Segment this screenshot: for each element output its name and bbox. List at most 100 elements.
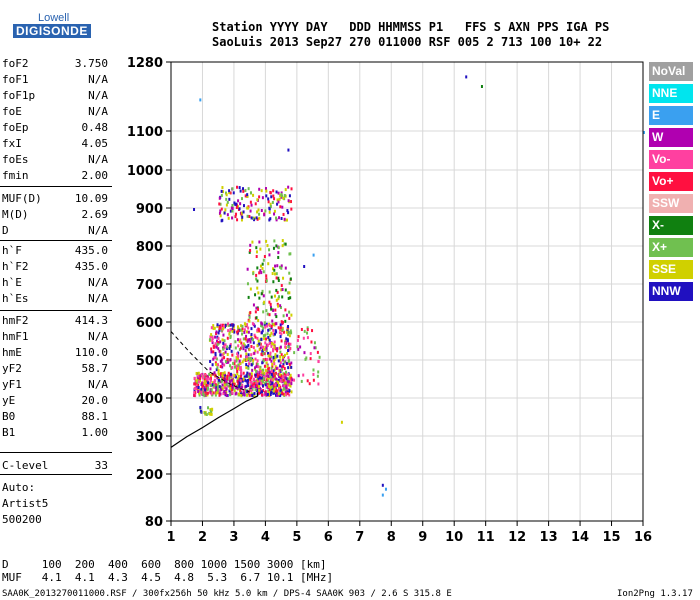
echo-point	[231, 327, 234, 331]
param-row: foEs N/A	[2, 153, 108, 169]
param-label: B1	[2, 426, 16, 439]
echo-point	[246, 267, 249, 271]
echo-point	[271, 272, 274, 276]
echo-point	[266, 370, 269, 374]
echo-point	[227, 371, 230, 375]
echo-point	[235, 356, 238, 360]
param-value: N/A	[88, 224, 108, 237]
echo-point	[245, 345, 248, 349]
echo-point	[283, 360, 286, 364]
echo-point	[279, 345, 282, 349]
echo-point	[219, 202, 222, 206]
echo-point	[268, 328, 271, 332]
echo-point	[281, 239, 284, 243]
echo-point	[223, 380, 226, 384]
echo-point	[246, 371, 249, 375]
param-value: 110.0	[74, 346, 108, 359]
echo-point	[215, 388, 218, 392]
param-value: 88.1	[81, 410, 109, 423]
echo-point	[264, 390, 267, 394]
echo-point	[266, 332, 269, 336]
echo-point	[216, 384, 219, 388]
echo-point	[199, 405, 202, 409]
echo-point	[246, 390, 249, 394]
echo-point	[256, 198, 259, 202]
echo-point	[265, 239, 268, 243]
tick-labels: 1 2 3 4 5 6 7 8 9 10 11 12 13 14 15 1680200300400500600…	[127, 56, 652, 545]
echo-point	[279, 374, 282, 378]
echo-point	[224, 386, 227, 390]
echo-point	[260, 292, 263, 296]
echo-point	[262, 377, 265, 381]
echo-point	[268, 290, 271, 294]
echo-point	[259, 391, 262, 395]
echo-point	[288, 389, 291, 393]
echo-point	[272, 376, 275, 380]
echo-point	[275, 377, 278, 381]
echo-point	[258, 342, 261, 346]
echo-point	[253, 392, 256, 396]
echo-point	[283, 372, 286, 376]
echo-point	[219, 323, 222, 327]
echo-point	[253, 381, 256, 385]
echo-point	[278, 216, 281, 220]
echo-point	[270, 372, 273, 376]
echo-point	[275, 244, 278, 248]
echo-point	[273, 344, 276, 348]
echo-point	[282, 364, 285, 368]
echo-point	[232, 361, 235, 365]
echo-point	[250, 356, 253, 360]
echo-point	[208, 372, 211, 376]
echo-point	[275, 389, 278, 393]
echo-point	[228, 197, 231, 201]
echo-point	[195, 371, 198, 375]
echo-point	[228, 191, 231, 195]
echo-point	[228, 376, 231, 380]
echo-point	[204, 390, 207, 394]
legend-item: W	[649, 128, 693, 147]
y-tick-label: 200	[136, 468, 163, 483]
echo-point	[284, 242, 287, 246]
echo-point	[237, 382, 240, 386]
echo-point	[272, 267, 275, 271]
echo-point	[287, 342, 290, 346]
x-tick-label: 11	[477, 530, 495, 545]
echo-point	[231, 385, 234, 389]
echo-point	[229, 342, 232, 346]
echo-point	[277, 326, 280, 330]
echo-point	[297, 374, 300, 378]
y-tick-label: 600	[136, 316, 163, 331]
echo-point	[229, 386, 232, 390]
echo-point	[285, 370, 288, 374]
echo-point	[290, 382, 293, 386]
echo-point	[226, 357, 229, 361]
echo-point	[222, 352, 225, 356]
echo-point	[268, 338, 271, 342]
echo-point	[306, 331, 309, 335]
echo-point	[252, 303, 255, 307]
param-row: B0 88.1	[2, 410, 108, 426]
echo-point	[236, 386, 239, 390]
echo-point	[271, 374, 274, 378]
echo-point	[222, 333, 225, 337]
echo-point	[229, 334, 232, 338]
echo-point	[290, 361, 293, 365]
param-row: h`E N/A	[2, 276, 108, 292]
echo-point	[255, 250, 258, 254]
echo-point	[249, 243, 252, 247]
echo-point	[239, 324, 242, 328]
echo-point	[279, 335, 282, 339]
echo-point	[247, 392, 250, 396]
echo-point	[252, 341, 255, 345]
echo-point	[267, 374, 270, 378]
echo-point	[212, 324, 215, 328]
echo-point	[269, 305, 272, 309]
echo-point	[221, 357, 224, 361]
echo-point	[214, 342, 217, 346]
echo-point	[270, 355, 273, 359]
echo-point	[213, 326, 216, 330]
echo-point	[243, 328, 246, 332]
echo-point	[205, 376, 208, 380]
echo-point	[257, 377, 260, 381]
param-row: MUF(D) 10.09	[2, 192, 108, 208]
